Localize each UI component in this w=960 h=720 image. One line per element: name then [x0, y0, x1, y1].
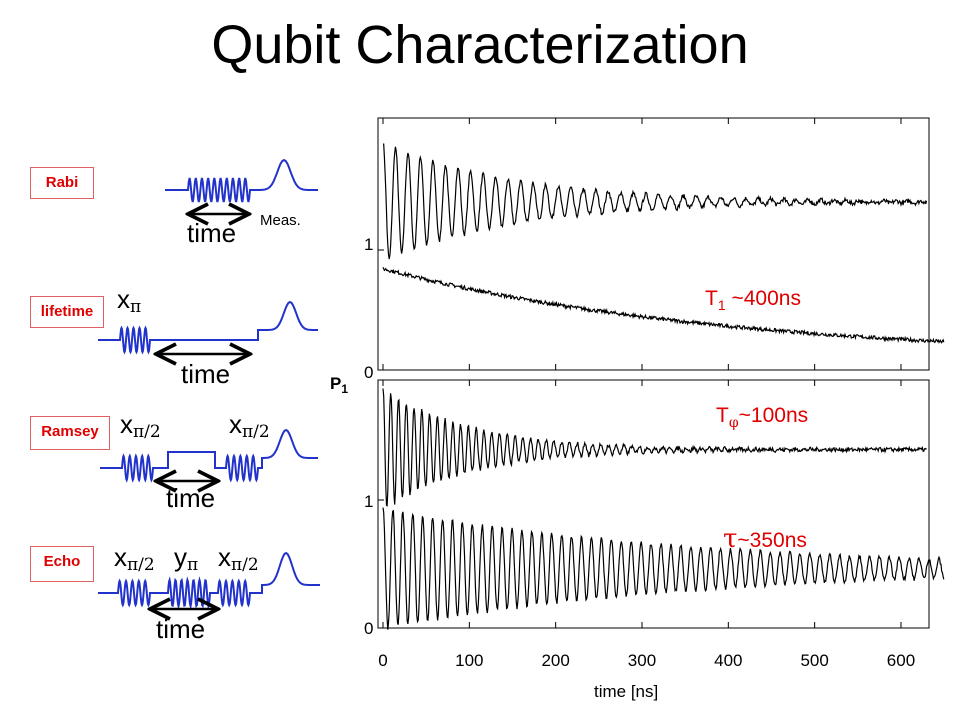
ramsey-trace: [382, 388, 927, 507]
echo-label: Echo: [30, 546, 94, 582]
upper-ytick-0: 0: [364, 363, 373, 382]
page-title: Qubit Characterization: [211, 15, 749, 75]
x-tick-label: 200: [541, 651, 569, 670]
lifetime-pulse-label: xπ: [117, 284, 141, 317]
x-tick-label: 300: [628, 651, 656, 670]
ramsey-sequence: time xπ/2 xπ/2: [100, 409, 318, 513]
echo-sequence: time xπ/2 yπ xπ/2: [98, 542, 320, 644]
upper-ytick-1: 1: [364, 235, 373, 254]
lifetime-trace: [382, 267, 945, 344]
ramsey-pulse-waveform: [100, 428, 318, 483]
ramsey-pulse1-label: xπ/2: [120, 409, 161, 442]
t1-annotation: T1 ~400ns: [705, 287, 801, 313]
lifetime-label: lifetime: [30, 296, 104, 328]
y-axis-label: P1: [330, 374, 348, 396]
lifetime-pulse-waveform: [98, 300, 318, 355]
rabi-pulse-waveform: [165, 158, 318, 203]
rabi-time-label: time: [187, 218, 236, 248]
ramsey-pulse2-label: xπ/2: [229, 409, 270, 442]
x-tick-label: 400: [714, 651, 742, 670]
x-axis-label: time [ns]: [594, 682, 658, 701]
rabi-sequence: time Meas.: [165, 158, 318, 248]
lifetime-sequence: time xπ: [98, 284, 318, 389]
echo-time-label: time: [156, 614, 205, 644]
echo-pulse1-label: xπ/2: [114, 542, 155, 575]
echo-trace: [382, 507, 945, 630]
traces: [382, 143, 945, 630]
rabi-trace: [383, 143, 928, 260]
lower-ytick-0: 0: [364, 619, 373, 638]
axis-ticks: 0 100 200 300 400 500 600: [378, 118, 915, 670]
echo-pulse2-label: yπ: [174, 542, 198, 575]
ramsey-label: Ramsey: [30, 416, 110, 450]
x-tick-label: 0: [378, 651, 387, 670]
echo-pulse3-label: xπ/2: [218, 542, 259, 575]
x-tick-label: 500: [800, 651, 828, 670]
tphi-annotation: Tφ~100ns: [716, 404, 808, 431]
lower-ytick-1: 1: [364, 492, 373, 511]
rabi-meas-label: Meas.: [260, 212, 301, 229]
upper-plot-frame: [377, 117, 930, 371]
x-tick-label: 100: [455, 651, 483, 670]
rabi-label: Rabi: [30, 167, 94, 199]
lower-plot-frame: [377, 379, 930, 629]
lifetime-time-label: time: [181, 359, 230, 389]
x-tick-label: 600: [887, 651, 915, 670]
ramsey-time-label: time: [166, 483, 215, 513]
tau-annotation: τ~350ns: [723, 524, 807, 554]
